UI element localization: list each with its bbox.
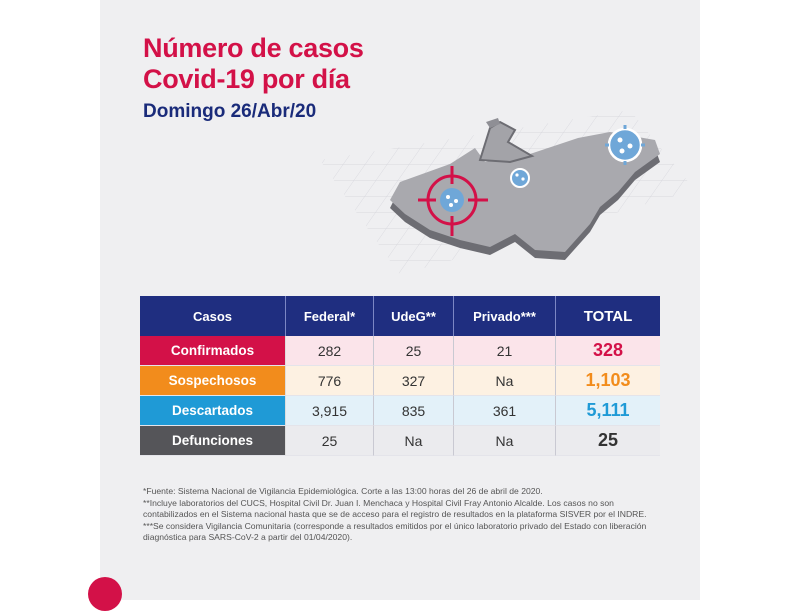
cell-federal: 25 <box>286 426 374 456</box>
target-crosshair-icon <box>418 166 488 236</box>
title-line-2: Covid-19 por día <box>143 64 350 94</box>
virus-icon <box>605 125 645 165</box>
corner-decoration <box>88 577 122 611</box>
table-row: Descartados 3,915 835 361 5,111 <box>140 396 660 426</box>
cell-udeg: 327 <box>374 366 454 396</box>
cell-udeg: Na <box>374 426 454 456</box>
table-row: Sospechosos 776 327 Na 1,103 <box>140 366 660 396</box>
cell-total: 328 <box>556 336 660 366</box>
cell-privado: Na <box>454 366 556 396</box>
cell-total: 5,111 <box>556 396 660 426</box>
header-total: TOTAL <box>556 296 660 336</box>
cell-privado: Na <box>454 426 556 456</box>
row-label-sospechosos: Sospechosos <box>140 366 286 396</box>
header-udeg: UdeG** <box>374 296 454 336</box>
cases-table: Casos Federal* UdeG** Privado*** TOTAL C… <box>140 296 660 456</box>
virus-icon <box>510 168 530 188</box>
cell-udeg: 835 <box>374 396 454 426</box>
cell-federal: 3,915 <box>286 396 374 426</box>
cell-privado: 21 <box>454 336 556 366</box>
header-privado: Privado*** <box>454 296 556 336</box>
cell-total: 25 <box>556 426 660 456</box>
footnote-udeg: **Incluye laboratorios del CUCS, Hospita… <box>143 497 647 520</box>
title-line-1: Número de casos <box>143 33 364 63</box>
cell-udeg: 25 <box>374 336 454 366</box>
header-federal: Federal* <box>286 296 374 336</box>
footnote-privado: ***Se considera Vigilancia Comunitaria (… <box>143 520 647 543</box>
table-row: Defunciones 25 Na Na 25 <box>140 426 660 456</box>
table-row: Confirmados 282 25 21 328 <box>140 336 660 366</box>
footnote-source: *Fuente: Sistema Nacional de Vigilancia … <box>143 486 543 496</box>
date-subtitle: Domingo 26/Abr/20 <box>143 101 317 122</box>
row-label-defunciones: Defunciones <box>140 426 286 456</box>
cell-privado: 361 <box>454 396 556 426</box>
row-label-descartados: Descartados <box>140 396 286 426</box>
header-casos: Casos <box>140 296 286 336</box>
table-header-row: Casos Federal* UdeG** Privado*** TOTAL <box>140 296 660 336</box>
cell-federal: 776 <box>286 366 374 396</box>
cell-federal: 282 <box>286 336 374 366</box>
jalisco-map <box>320 110 695 275</box>
cell-total: 1,103 <box>556 366 660 396</box>
footnotes: *Fuente: Sistema Nacional de Vigilancia … <box>143 486 663 544</box>
row-label-confirmados: Confirmados <box>140 336 286 366</box>
